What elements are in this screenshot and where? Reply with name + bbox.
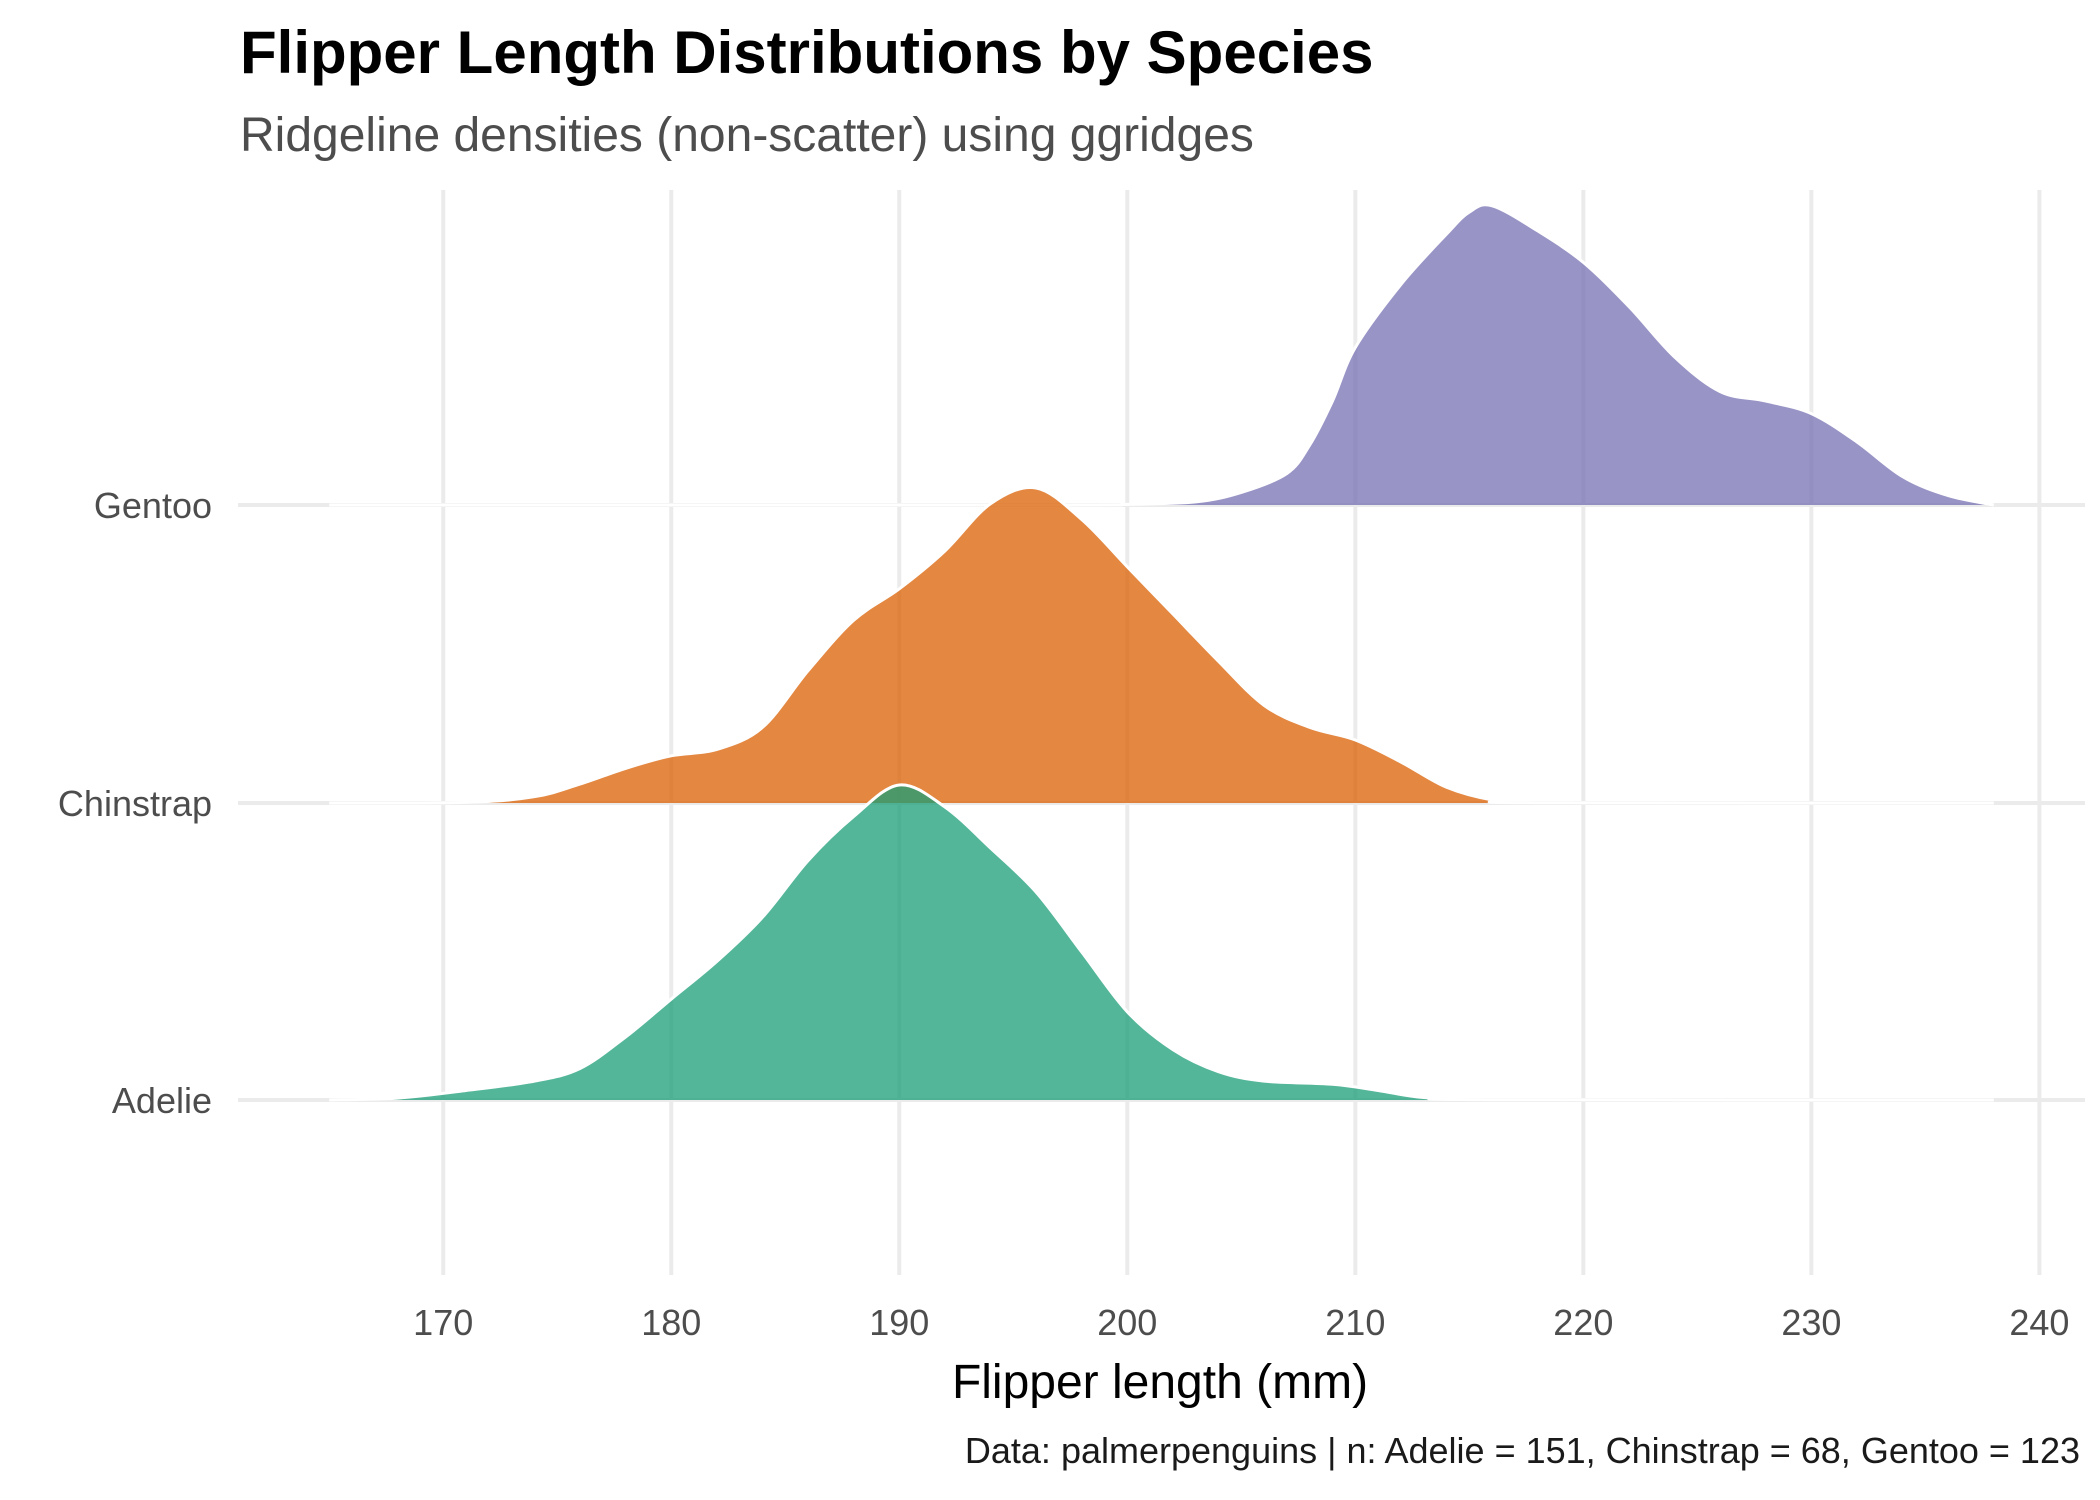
ridge-outline-adelie <box>329 783 1994 1102</box>
x-tick-label-180: 180 <box>641 1302 701 1343</box>
x-axis-tick-labels: 170 180 190 200 210 220 230 240 <box>413 1302 2069 1343</box>
x-tick-label-230: 230 <box>1781 1302 1841 1343</box>
density-ridges <box>329 203 1995 1102</box>
x-tick-label-220: 220 <box>1553 1302 1613 1343</box>
x-tick-label-170: 170 <box>413 1302 473 1343</box>
y-tick-label-chinstrap: Chinstrap <box>58 783 212 824</box>
x-tick-label-200: 200 <box>1097 1302 1157 1343</box>
y-axis-tick-labels: Adelie Chinstrap Gentoo <box>58 485 212 1121</box>
ridge-outline-chinstrap <box>329 486 1994 805</box>
ridge-fill-adelie <box>329 784 1994 1100</box>
y-tick-label-gentoo: Gentoo <box>94 485 212 526</box>
chart-caption: Data: palmerpenguins | n: Adelie = 151, … <box>964 1430 2080 1471</box>
ridge-outline-gentoo <box>329 203 1995 507</box>
ridge-fill-gentoo <box>329 204 1994 506</box>
chart-title: Flipper Length Distributions by Species <box>240 19 1374 86</box>
x-tick-label-240: 240 <box>2009 1302 2069 1343</box>
chart-subtitle: Ridgeline densities (non-scatter) using … <box>240 109 1254 162</box>
ridge-fill-chinstrap <box>329 487 1994 804</box>
x-tick-label-190: 190 <box>869 1302 929 1343</box>
y-tick-label-adelie: Adelie <box>112 1080 212 1121</box>
x-tick-label-210: 210 <box>1325 1302 1385 1343</box>
x-axis-title: Flipper length (mm) <box>952 1356 1368 1409</box>
